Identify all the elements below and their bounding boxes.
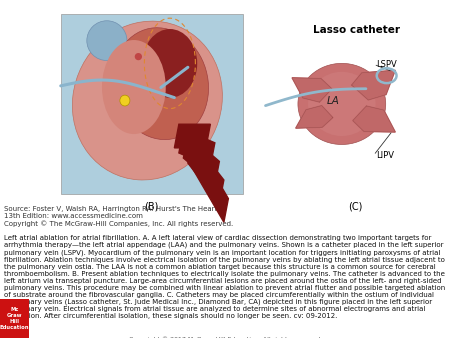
Ellipse shape bbox=[298, 64, 386, 145]
Text: Mc
Graw
Hill
Education: Mc Graw Hill Education bbox=[0, 307, 29, 330]
Text: Left atrial ablation for atrial fibrillation. A. A left lateral view of cardiac : Left atrial ablation for atrial fibrilla… bbox=[4, 235, 446, 319]
Bar bbox=[0, 299, 29, 338]
Text: LA: LA bbox=[326, 96, 339, 105]
Text: (B): (B) bbox=[144, 201, 159, 211]
Text: (C): (C) bbox=[348, 201, 363, 211]
Polygon shape bbox=[188, 140, 224, 204]
Polygon shape bbox=[175, 124, 211, 148]
Polygon shape bbox=[351, 70, 395, 100]
Ellipse shape bbox=[308, 72, 376, 136]
Ellipse shape bbox=[113, 28, 208, 140]
Ellipse shape bbox=[143, 29, 197, 98]
Polygon shape bbox=[193, 145, 228, 222]
Ellipse shape bbox=[135, 53, 142, 60]
Text: LSPV: LSPV bbox=[376, 60, 396, 69]
Text: Copyright © 2017 McGraw-Hill Education. All rights reserved: Copyright © 2017 McGraw-Hill Education. … bbox=[129, 336, 321, 338]
Ellipse shape bbox=[87, 21, 127, 61]
Ellipse shape bbox=[120, 95, 130, 106]
Polygon shape bbox=[184, 135, 220, 185]
Ellipse shape bbox=[72, 21, 222, 180]
Polygon shape bbox=[353, 106, 395, 132]
Polygon shape bbox=[296, 105, 333, 128]
Text: Lasso catheter: Lasso catheter bbox=[313, 25, 400, 35]
Text: LIPV: LIPV bbox=[376, 151, 394, 160]
Bar bbox=[61, 14, 243, 194]
Ellipse shape bbox=[102, 40, 166, 134]
Text: Source: Foster V, Walsh RA, Harrington RA: Hurst's The Heart,
13th Edition: www.: Source: Foster V, Walsh RA, Harrington R… bbox=[4, 206, 234, 227]
Polygon shape bbox=[292, 78, 332, 102]
Polygon shape bbox=[179, 129, 215, 167]
